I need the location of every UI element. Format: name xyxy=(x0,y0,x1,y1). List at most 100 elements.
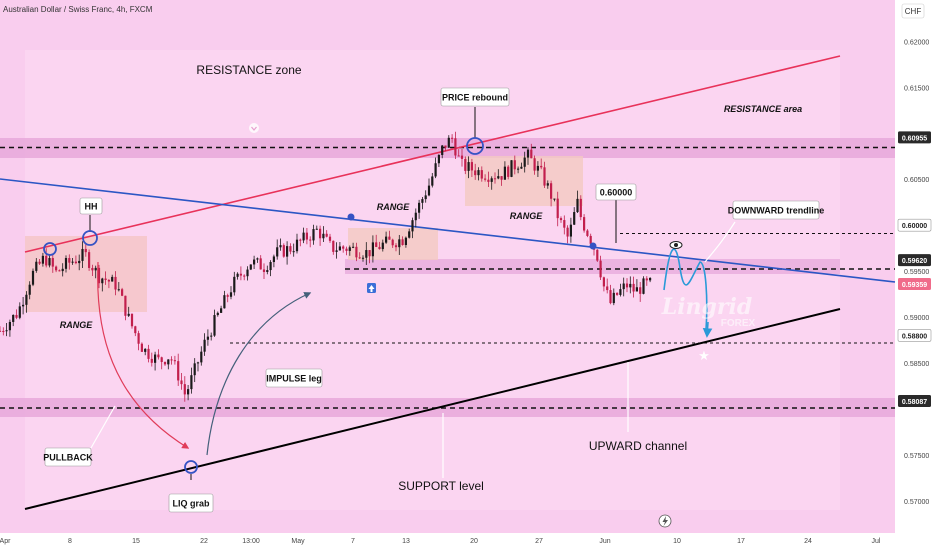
candle-body xyxy=(167,359,170,365)
price-tag xyxy=(897,329,932,342)
candle-body xyxy=(88,252,91,268)
x-tick-label: 10 xyxy=(673,538,681,545)
price-rebound-box: PRICE rebound xyxy=(440,87,510,107)
candle-body xyxy=(510,160,513,177)
currency-label: CHF xyxy=(905,7,922,16)
candle-body xyxy=(173,360,176,362)
price-scale[interactable] xyxy=(895,0,932,550)
candle-body xyxy=(236,273,239,277)
candle-body xyxy=(358,257,361,259)
time-scale[interactable] xyxy=(0,533,895,550)
candle-body xyxy=(523,157,526,167)
candle-body xyxy=(246,269,249,277)
candle-body xyxy=(309,239,312,241)
pullback-label: PULLBACK xyxy=(43,453,93,463)
candle-body xyxy=(576,198,579,213)
watermark-sub: FOREX xyxy=(721,318,756,329)
candle-body xyxy=(55,266,58,271)
candle-body xyxy=(121,289,124,296)
candle-body xyxy=(609,290,612,304)
candle-body xyxy=(91,267,94,271)
candle-body xyxy=(540,165,543,168)
candle-body xyxy=(243,275,246,277)
candle-body xyxy=(606,286,609,291)
candle-body xyxy=(196,362,200,364)
downward-trendline[interactable] xyxy=(0,178,896,283)
candle-body xyxy=(583,217,586,231)
candle-body xyxy=(266,270,269,272)
touch-dot-2 xyxy=(589,242,597,250)
range-label-3: RANGE xyxy=(510,211,543,221)
candle-body xyxy=(157,354,160,358)
impulse-leg-label: IMPULSE leg xyxy=(266,374,322,384)
candle-body xyxy=(414,212,417,221)
candle-body xyxy=(74,261,77,264)
candle-body xyxy=(454,138,457,156)
candle-body xyxy=(612,292,615,304)
candle-body xyxy=(467,162,470,171)
candle-body xyxy=(256,258,259,260)
candle-body xyxy=(114,276,117,290)
candle-body xyxy=(140,343,143,352)
candle-body xyxy=(111,276,114,282)
candle-body xyxy=(220,308,223,313)
down-badge-icon xyxy=(249,123,259,133)
candle-body xyxy=(84,248,87,253)
candle-body xyxy=(342,246,345,249)
x-tick-label: 7 xyxy=(351,538,355,545)
lightning-glyph xyxy=(662,516,668,526)
y-tick-label: 0.57000 xyxy=(904,499,929,506)
x-tick-label: 27 xyxy=(535,538,543,545)
candle-body xyxy=(295,239,299,252)
candle-body xyxy=(94,267,97,271)
candle-body xyxy=(51,258,54,267)
projection-arrow xyxy=(702,321,713,338)
candle-body xyxy=(28,284,31,295)
downward-trendline-label: DOWNWARD trendline xyxy=(728,206,825,216)
candle-body xyxy=(104,278,107,281)
candle-body xyxy=(503,166,506,180)
price-tag-label: 0.59359 xyxy=(902,282,927,289)
candle-body xyxy=(38,261,41,264)
down-badge-glyph xyxy=(251,126,257,131)
candle-body xyxy=(12,314,15,322)
candle-body xyxy=(18,306,21,318)
candle-body xyxy=(15,314,18,318)
candle-body xyxy=(41,255,44,264)
candle-body xyxy=(391,239,394,246)
candle-body xyxy=(517,168,520,170)
resistance-area-label: RESISTANCE area xyxy=(724,104,802,114)
candle-body xyxy=(322,233,325,239)
liq-grab-box: LIQ grab xyxy=(168,493,214,513)
candle-body xyxy=(490,178,493,182)
candle-body xyxy=(464,158,467,171)
upward-channel-top[interactable] xyxy=(24,55,841,253)
candle-body xyxy=(305,232,308,240)
candle-body xyxy=(460,155,464,159)
candle-body xyxy=(127,313,130,316)
currency-badge[interactable] xyxy=(901,3,925,19)
candle-body xyxy=(253,259,256,265)
candle-body xyxy=(639,287,642,294)
upward-channel-bottom[interactable] xyxy=(24,308,841,510)
candle-body xyxy=(345,248,348,251)
candle-body xyxy=(602,277,605,287)
candle-body xyxy=(431,176,434,186)
candle-body xyxy=(484,178,487,180)
candle-body xyxy=(629,283,632,288)
candle-body xyxy=(437,154,440,164)
candle-body xyxy=(447,137,450,148)
channel-shade xyxy=(25,50,840,510)
price-callout-label: 0.60000 xyxy=(600,188,633,198)
candle-body xyxy=(147,348,150,359)
candle-body xyxy=(530,149,533,159)
upward-channel-label: UPWARD channel xyxy=(589,439,687,453)
resistance-band xyxy=(0,138,895,158)
candle-body xyxy=(0,330,2,332)
candle-body xyxy=(559,218,563,221)
candle-body xyxy=(470,162,473,171)
price-tag-label: 0.59620 xyxy=(902,258,927,265)
candle-body xyxy=(546,183,549,186)
candle-body xyxy=(71,261,74,263)
